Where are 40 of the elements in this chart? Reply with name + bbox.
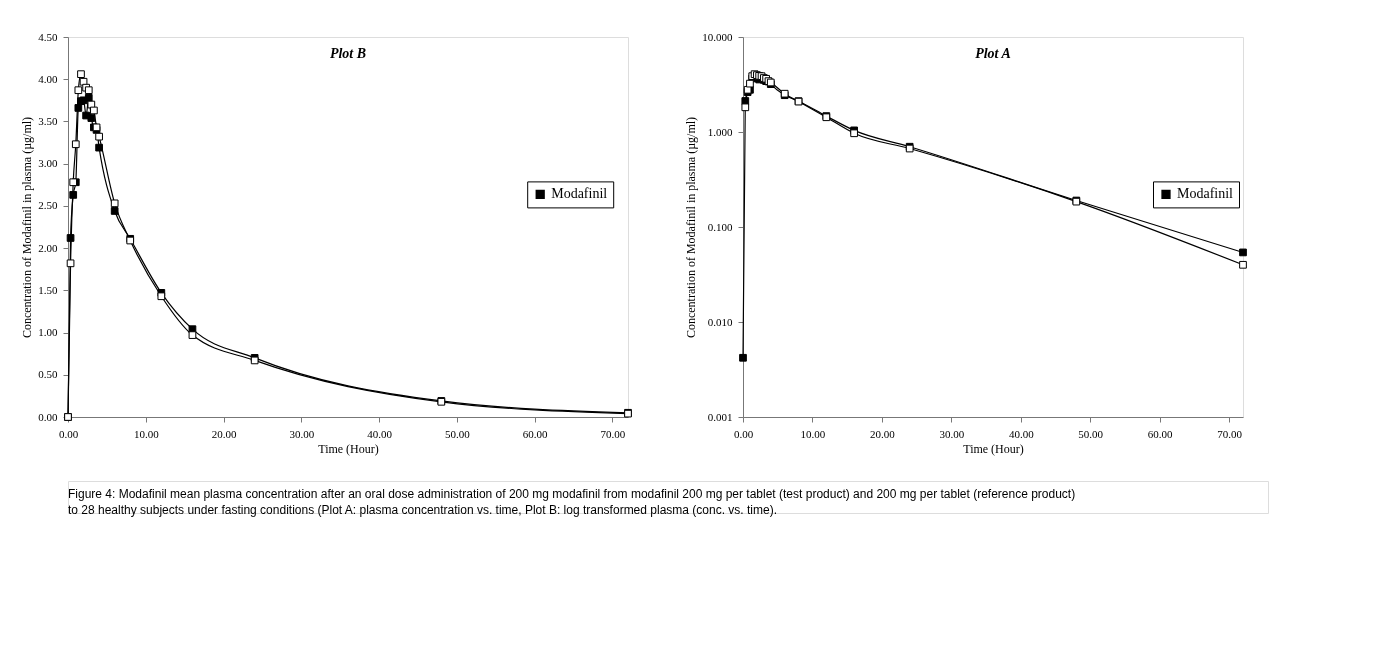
text: Plot B: [329, 46, 367, 61]
caption: Figure 4: Modafinil mean plasma concentration after an oral dose administration of 200 mg modafinil from modafinil 200 mg per tablet (test product) and 200 mg per tablet (reference product) to 28 healthy subjects under fasting conditions (Plot A: plasma concentration vs. time, Plot B: log transformed plasma (conc. vs. time).: [68, 487, 1076, 517]
x-tick-label: 30.00: [289, 427, 315, 440]
x-tick-label: 50.00: [445, 427, 471, 440]
y-tick-label: 0.00: [38, 410, 58, 423]
y-tick-label: 10.000: [702, 30, 733, 43]
x-tick-label: 40.00: [1008, 427, 1035, 440]
x-axis-title: Time (Hour): [963, 441, 1024, 456]
y-tick-label: 0.010: [707, 315, 733, 328]
y-tick-label: 2.50: [38, 199, 58, 212]
text: Plot A: [975, 46, 1011, 61]
x-tick-label: 20.00: [211, 427, 237, 440]
y-axis-title: Concentration of Modafinil in plasma (µg/ml): [684, 116, 699, 339]
y-tick-label: 1.000: [707, 125, 733, 138]
x-tick-label: 60.00: [1147, 427, 1174, 440]
x-tick-label: 70.00: [1217, 427, 1243, 440]
y-tick-label: 2.00: [38, 241, 58, 254]
y-tick-label: 0.100: [707, 220, 733, 233]
y-tick-label: 0.50: [38, 368, 58, 381]
y-tick-label: 4.50: [38, 30, 58, 43]
legend-label: Modafinil: [551, 186, 608, 202]
x-tick-label: 60.00: [522, 427, 549, 440]
legend-label: Modafinil: [1177, 186, 1234, 202]
y-tick-label: 4.00: [38, 72, 58, 85]
x-tick-label: 10.00: [800, 427, 826, 440]
x-tick-label: 40.00: [367, 427, 393, 440]
y-axis-title: Concentration of Modafinil in plasma (µg/ml): [20, 116, 35, 339]
y-tick-label: 0.001: [707, 410, 733, 423]
x-tick-label: 50.00: [1078, 427, 1104, 440]
y-tick-label: 3.00: [38, 157, 58, 170]
x-axis-title: Time (Hour): [318, 441, 379, 456]
x-tick-label: 70.00: [600, 427, 626, 440]
y-tick-label: 1.00: [38, 326, 58, 339]
x-tick-label: 0.00: [733, 427, 754, 440]
y-tick-label: 3.50: [38, 114, 58, 127]
x-tick-label: 20.00: [870, 427, 896, 440]
x-tick-label: 30.00: [939, 427, 965, 440]
y-tick-label: 1.50: [38, 283, 58, 296]
x-tick-label: 0.00: [58, 427, 79, 440]
x-tick-label: 10.00: [133, 427, 160, 440]
